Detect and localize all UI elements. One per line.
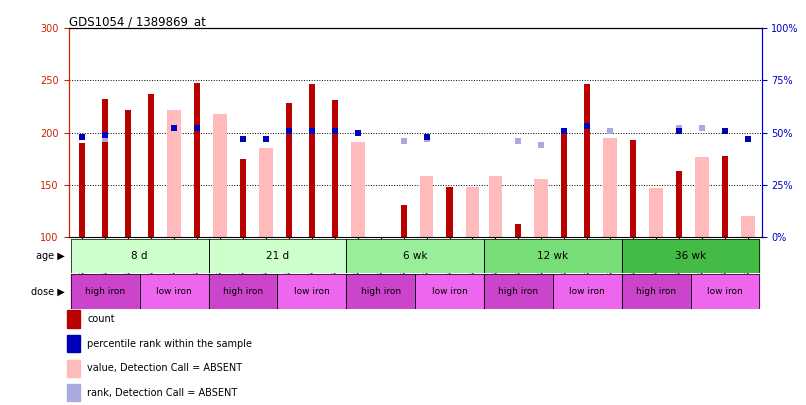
- Bar: [309, 83, 315, 237]
- Bar: [102, 99, 108, 237]
- Bar: [209, 239, 347, 273]
- Bar: [621, 239, 759, 273]
- Text: percentile rank within the sample: percentile rank within the sample: [87, 339, 252, 349]
- Bar: [79, 143, 85, 237]
- Text: age ▶: age ▶: [35, 251, 64, 261]
- Bar: [621, 274, 691, 309]
- Bar: [351, 142, 364, 237]
- Bar: [68, 360, 80, 377]
- Text: high iron: high iron: [360, 287, 401, 296]
- Bar: [68, 335, 80, 352]
- Bar: [691, 274, 759, 309]
- Bar: [415, 274, 484, 309]
- Bar: [515, 224, 521, 237]
- Text: count: count: [87, 314, 114, 324]
- Bar: [209, 274, 277, 309]
- Bar: [741, 216, 754, 237]
- Bar: [484, 239, 621, 273]
- Bar: [695, 157, 709, 237]
- Bar: [347, 274, 415, 309]
- Bar: [331, 100, 338, 237]
- Bar: [71, 239, 209, 273]
- Bar: [466, 187, 480, 237]
- Text: low iron: low iron: [294, 287, 330, 296]
- Text: value, Detection Call = ABSENT: value, Detection Call = ABSENT: [87, 363, 243, 373]
- Text: GDS1054 / 1389869_at: GDS1054 / 1389869_at: [69, 15, 206, 28]
- Bar: [213, 114, 226, 237]
- Bar: [139, 274, 209, 309]
- Bar: [167, 110, 181, 237]
- Bar: [240, 159, 246, 237]
- Text: high iron: high iron: [85, 287, 125, 296]
- Text: dose ▶: dose ▶: [31, 286, 64, 296]
- Bar: [68, 384, 80, 401]
- Bar: [347, 239, 484, 273]
- Text: high iron: high iron: [636, 287, 676, 296]
- Bar: [649, 188, 663, 237]
- Text: 6 wk: 6 wk: [403, 251, 427, 261]
- Text: low iron: low iron: [156, 287, 192, 296]
- Bar: [722, 156, 728, 237]
- Bar: [68, 311, 80, 328]
- Bar: [401, 205, 407, 237]
- Bar: [553, 274, 621, 309]
- Bar: [259, 148, 272, 237]
- Bar: [630, 140, 636, 237]
- Bar: [584, 83, 590, 237]
- Text: 21 d: 21 d: [266, 251, 289, 261]
- Text: low iron: low iron: [432, 287, 467, 296]
- Bar: [561, 130, 567, 237]
- Bar: [125, 110, 131, 237]
- Bar: [148, 94, 154, 237]
- Bar: [534, 179, 548, 237]
- Bar: [484, 274, 553, 309]
- Bar: [286, 103, 292, 237]
- Text: 12 wk: 12 wk: [538, 251, 568, 261]
- Text: rank, Detection Call = ABSENT: rank, Detection Call = ABSENT: [87, 388, 237, 398]
- Bar: [71, 274, 139, 309]
- Bar: [488, 177, 502, 237]
- Bar: [194, 83, 200, 237]
- Text: low iron: low iron: [707, 287, 743, 296]
- Bar: [420, 177, 434, 237]
- Bar: [676, 171, 682, 237]
- Text: high iron: high iron: [223, 287, 263, 296]
- Bar: [277, 274, 347, 309]
- Bar: [604, 138, 617, 237]
- Text: low iron: low iron: [569, 287, 605, 296]
- Text: 36 wk: 36 wk: [675, 251, 706, 261]
- Bar: [447, 187, 453, 237]
- Text: 8 d: 8 d: [131, 251, 148, 261]
- Text: high iron: high iron: [498, 287, 538, 296]
